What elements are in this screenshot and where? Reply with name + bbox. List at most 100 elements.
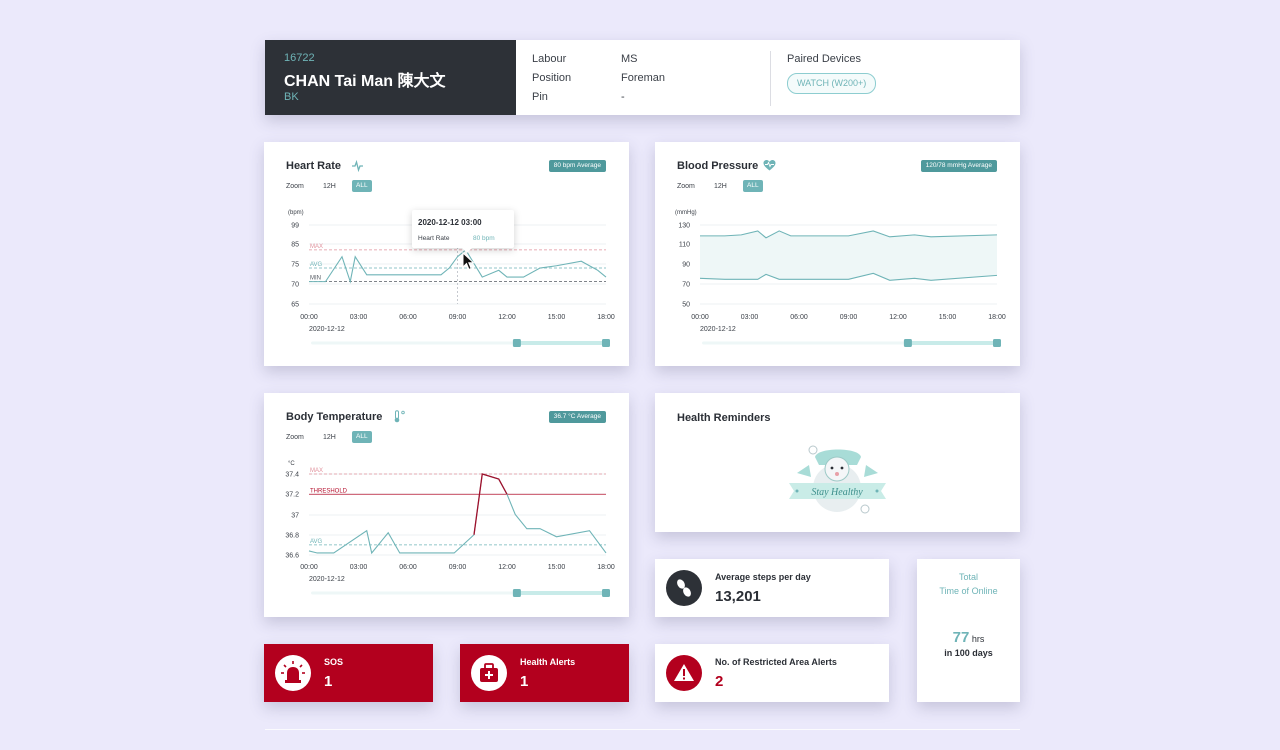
reference-label-avg: AVG [310, 262, 323, 268]
y-tick-label: 70 [682, 282, 690, 289]
x-tick-label: 15:00 [939, 314, 957, 321]
pulse-icon [352, 159, 363, 172]
x-tick-label: 15:00 [548, 314, 566, 321]
worker-name: CHAN Tai Man 陳大文 [284, 73, 446, 90]
worker-identity-panel: 16722 CHAN Tai Man 陳大文 BK [265, 40, 516, 115]
y-axis-unit: (mmHg) [675, 210, 697, 216]
y-tick-label: 36.8 [285, 533, 299, 540]
restricted-area-alerts-label: No. of Restricted Area Alerts [715, 657, 837, 667]
average-steps-label: Average steps per day [715, 572, 811, 582]
online-time-card: Total Time of Online 77 hrs in 100 days [917, 559, 1020, 702]
x-tick-label: 18:00 [597, 314, 615, 321]
online-time-title-line1: Total [958, 572, 978, 582]
average-steps-value: 13,201 [715, 588, 761, 605]
online-time-unit: hrs [971, 634, 985, 644]
tooltip-time: 2020-12-12 03:00 [418, 218, 482, 227]
x-tick-label: 18:00 [597, 564, 615, 571]
bp-range-area [700, 230, 997, 281]
y-tick-label: 37.2 [285, 492, 299, 499]
labour-label: Labour [532, 53, 567, 65]
position-label: Position [532, 72, 572, 84]
zoom-12h-button[interactable]: 12H [323, 434, 336, 441]
worker-header: 16722 CHAN Tai Man 陳大文 BK Labour MS Posi… [265, 40, 1020, 115]
worker-team: BK [284, 91, 299, 103]
y-tick-label: 130 [678, 223, 690, 230]
x-tick-label: 00:00 [691, 314, 709, 321]
mouse-cursor-icon [462, 252, 475, 271]
x-tick-label: 09:00 [449, 564, 467, 571]
range-slider-handle-end [993, 339, 1001, 347]
y-tick-label: 65 [291, 302, 299, 309]
health-alerts-value: 1 [520, 673, 529, 690]
y-axis-unit: (bpm) [288, 210, 304, 216]
x-tick-label: 06:00 [399, 314, 417, 321]
online-time-title-line2: Time of Online [939, 586, 998, 596]
heart-rate-card: Heart Rate 80 bpm Average Zoom 12H ALL (… [264, 142, 629, 366]
y-tick-label: 75 [291, 262, 299, 269]
y-tick-label: 36.6 [285, 553, 299, 560]
date-label: 2020-12-12 [700, 326, 736, 333]
health-reminders-card: Health Reminders Stay Healthy [655, 393, 1020, 532]
range-slider-selection [516, 341, 606, 345]
reference-label-avg: AVG [310, 539, 323, 545]
sos-label: SOS [324, 657, 344, 667]
reference-label-max: MAX [310, 468, 323, 474]
y-tick-label: 85 [291, 242, 299, 249]
zoom-12h-button[interactable]: 12H [714, 183, 727, 190]
x-tick-label: 09:00 [449, 314, 467, 321]
heart-rate-average-badge: 80 bpm Average [548, 160, 606, 172]
blood-pressure-average-badge: 120/78 mmHg Average [920, 160, 997, 172]
zoom-all-button[interactable]: ALL [352, 180, 372, 192]
paired-device-chip[interactable]: WATCH (W200+) [787, 73, 877, 94]
date-label: 2020-12-12 [309, 326, 345, 333]
series-line-systolic [700, 230, 998, 239]
series-line-over-threshold [473, 473, 508, 535]
range-slider-selection [516, 591, 606, 595]
warning-icon [666, 655, 702, 691]
series-line [309, 249, 607, 284]
blood-pressure-title: Blood Pressure [677, 160, 759, 172]
zoom-label: Zoom [286, 183, 304, 190]
average-steps-card: Average steps per day 13,201 [655, 559, 889, 617]
body-temperature-average-badge: 36.7 °C Average [548, 411, 606, 423]
y-tick-label: 37.4 [285, 472, 299, 479]
tooltip-arrow [462, 248, 472, 253]
first-aid-kit-icon [471, 655, 507, 691]
series-line [308, 473, 607, 555]
range-slider-handle-start [903, 339, 912, 347]
header-divider [770, 51, 771, 106]
sos-value: 1 [324, 673, 333, 690]
x-tick-label: 03:00 [350, 564, 368, 571]
position-value: Foreman [621, 72, 666, 84]
y-tick-label: 99 [291, 223, 299, 230]
pin-value: - [621, 91, 625, 103]
health-reminders-title: Health Reminders [677, 412, 771, 424]
series-line-diastolic [699, 272, 998, 281]
bottom-divider [265, 729, 1020, 730]
body-temperature-chart[interactable]: °C 37.4 37.2 37 36.8 36.600:00 03:00 06:00 09:00… [264, 393, 629, 617]
reference-label-max: MAX [310, 244, 323, 250]
sos-card[interactable]: SOS 1 [264, 644, 433, 702]
online-time-hours: 77 [952, 629, 970, 646]
pin-label: Pin [532, 91, 548, 103]
zoom-label: Zoom [286, 434, 304, 441]
paired-devices-title: Paired Devices [787, 53, 861, 65]
x-tick-label: 03:00 [741, 314, 759, 321]
zoom-12h-button[interactable]: 12H [323, 183, 336, 190]
siren-icon [275, 655, 311, 691]
zoom-all-button[interactable]: ALL [352, 431, 372, 443]
heart-pulse-icon [763, 160, 776, 171]
x-tick-label: 12:00 [498, 564, 516, 571]
stay-healthy-illustration-icon: Stay Healthy [789, 445, 886, 514]
restricted-area-alerts-card: No. of Restricted Area Alerts 2 [655, 644, 889, 702]
tooltip-label: Heart Rate [418, 235, 450, 242]
x-tick-label: 12:00 [498, 314, 516, 321]
y-tick-label: 110 [679, 242, 690, 249]
heart-rate-title: Heart Rate [286, 160, 342, 172]
zoom-all-button[interactable]: ALL [743, 180, 763, 192]
restricted-area-alerts-value: 2 [715, 673, 724, 690]
health-alerts-card[interactable]: Health Alerts 1 [460, 644, 629, 702]
online-time-value: 77 hrs [917, 629, 1020, 646]
